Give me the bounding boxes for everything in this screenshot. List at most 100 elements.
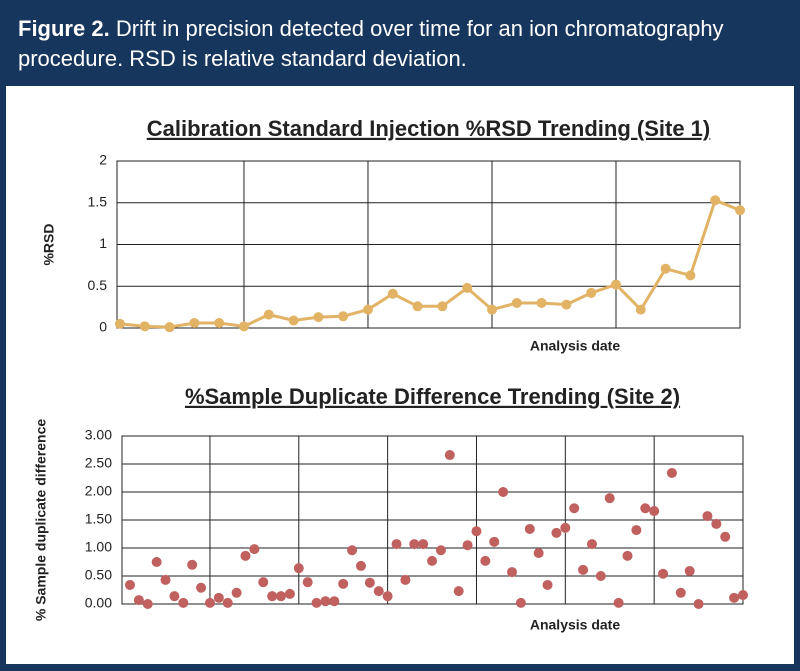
- scatter-point: [489, 536, 500, 547]
- scatter-point: [595, 571, 606, 581]
- y-axis-label: %RSD: [41, 223, 57, 265]
- scatter-point: [542, 579, 553, 590]
- line-marker: [114, 318, 125, 329]
- scatter-point: [169, 591, 180, 602]
- scatter-point: [160, 574, 171, 585]
- scatter-point: [658, 568, 669, 579]
- scatter-point: [240, 550, 251, 561]
- scatter-point: [249, 544, 260, 555]
- scatter-point: [622, 550, 633, 561]
- scatter-point: [409, 539, 420, 550]
- scatter-point: [471, 526, 482, 537]
- scatter-point: [480, 555, 491, 566]
- line-marker: [437, 301, 448, 312]
- line-marker: [536, 297, 547, 308]
- scatter-point: [196, 582, 207, 593]
- line-marker: [238, 321, 249, 332]
- scatter-point: [720, 531, 731, 542]
- scatter-point: [222, 597, 233, 608]
- scatter-point: [507, 567, 518, 578]
- line-marker: [561, 299, 572, 310]
- scatter-point: [364, 577, 375, 588]
- scatter-point: [355, 560, 366, 571]
- scatter-point: [204, 597, 215, 608]
- line-marker: [511, 297, 522, 308]
- scatter-point: [578, 564, 589, 575]
- scatter-point: [133, 595, 144, 606]
- panel: [6, 86, 794, 664]
- scatter-point: [453, 586, 464, 597]
- scatter-point: [427, 555, 438, 566]
- scatter-point: [347, 545, 358, 556]
- scatter-point: [258, 577, 269, 588]
- caption-text: Drift in precision detected over time fo…: [18, 16, 724, 71]
- scatter-point: [498, 487, 509, 497]
- scatter-point: [435, 545, 446, 556]
- y-tick-label: 2.00: [85, 483, 112, 499]
- y-tick-label: 1.5: [88, 193, 108, 209]
- scatter-point: [418, 539, 429, 550]
- line-marker: [710, 195, 721, 206]
- line-marker: [685, 270, 696, 281]
- y-tick-label: 0.00: [85, 595, 112, 611]
- scatter-point: [560, 522, 571, 533]
- scatter-point: [524, 523, 535, 534]
- line-marker: [387, 288, 398, 299]
- scatter-point: [684, 565, 695, 576]
- scatter-point: [302, 577, 313, 588]
- scatter-point: [693, 599, 704, 609]
- x-axis-label: Analysis date: [530, 338, 620, 354]
- scatter-point: [373, 586, 384, 597]
- scatter-point: [311, 597, 322, 608]
- scatter-point: [613, 597, 624, 608]
- y-tick-label: 0.5: [88, 277, 108, 293]
- scatter-point: [151, 557, 162, 567]
- scatter-point: [338, 578, 349, 589]
- line-marker: [338, 311, 349, 322]
- caption: Figure 2. Drift in precision detected ov…: [18, 14, 778, 74]
- scatter-point: [329, 596, 340, 607]
- line-marker: [412, 301, 423, 312]
- line-marker: [164, 322, 175, 333]
- line-marker: [635, 304, 646, 315]
- scatter-point: [382, 591, 393, 602]
- line-marker: [462, 282, 473, 293]
- scatter-point: [533, 548, 544, 559]
- scatter-point: [444, 450, 455, 461]
- line-marker: [362, 304, 373, 315]
- y-tick-label: 1: [99, 235, 107, 251]
- line-marker: [486, 304, 497, 315]
- scatter-point: [604, 493, 615, 504]
- scatter-point: [391, 539, 402, 550]
- scatter-point: [551, 527, 562, 538]
- scatter-point: [462, 540, 473, 551]
- scatter-point: [284, 588, 295, 599]
- scatter-point: [124, 579, 135, 590]
- line-marker: [735, 205, 745, 216]
- y-tick-label: 2: [99, 152, 107, 168]
- scatter-point: [320, 596, 331, 607]
- line-marker: [214, 317, 225, 328]
- scatter-point: [178, 597, 189, 608]
- scatter-point: [702, 511, 713, 522]
- line-marker: [313, 312, 324, 323]
- y-tick-label: 3.00: [85, 427, 112, 443]
- line-marker: [288, 315, 299, 326]
- scatter-point: [569, 503, 580, 514]
- scatter-point: [738, 590, 748, 601]
- line-marker: [586, 287, 597, 298]
- scatter-point: [276, 591, 287, 602]
- scatter-point: [631, 525, 642, 536]
- figure-label: Figure 2.: [18, 16, 110, 41]
- chart-title: Calibration Standard Injection %RSD Tren…: [147, 116, 711, 141]
- scatter-point: [142, 599, 153, 609]
- scatter-point: [267, 591, 278, 602]
- line-marker: [139, 321, 150, 332]
- chart-title: %Sample Duplicate Difference Trending (S…: [185, 384, 680, 409]
- y-tick-label: 1.50: [85, 511, 112, 527]
- scatter-point: [586, 539, 597, 550]
- y-axis-label: % Sample duplicate difference: [33, 419, 49, 621]
- scatter-point: [231, 587, 242, 598]
